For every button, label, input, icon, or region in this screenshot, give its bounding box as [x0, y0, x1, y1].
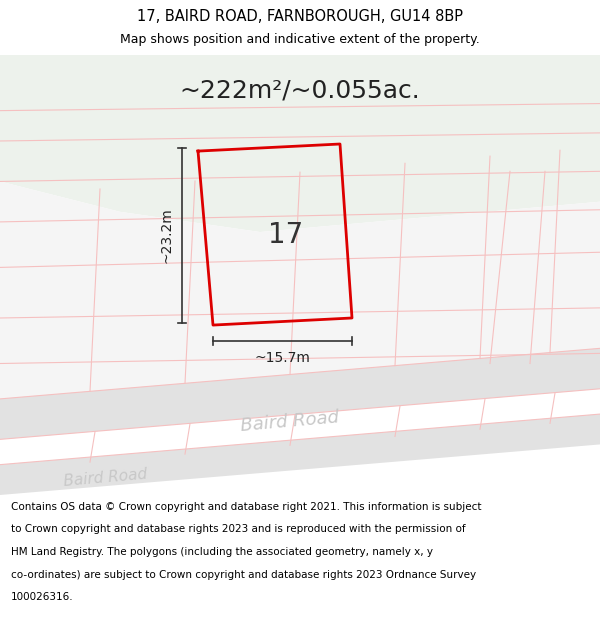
Text: Baird Road: Baird Road [240, 409, 340, 436]
Text: ~15.7m: ~15.7m [254, 351, 310, 366]
Polygon shape [0, 181, 600, 399]
Text: HM Land Registry. The polygons (including the associated geometry, namely x, y: HM Land Registry. The polygons (includin… [11, 547, 433, 557]
Text: ~222m²/~0.055ac.: ~222m²/~0.055ac. [179, 78, 421, 102]
Text: 17: 17 [268, 221, 304, 249]
Text: to Crown copyright and database rights 2023 and is reproduced with the permissio: to Crown copyright and database rights 2… [11, 524, 466, 534]
Text: 100026316.: 100026316. [11, 592, 73, 602]
Text: Contains OS data © Crown copyright and database right 2021. This information is : Contains OS data © Crown copyright and d… [11, 501, 481, 511]
Text: 17, BAIRD ROAD, FARNBOROUGH, GU14 8BP: 17, BAIRD ROAD, FARNBOROUGH, GU14 8BP [137, 9, 463, 24]
Text: Baird Road: Baird Road [62, 467, 148, 489]
Text: co-ordinates) are subject to Crown copyright and database rights 2023 Ordnance S: co-ordinates) are subject to Crown copyr… [11, 570, 476, 580]
Text: Map shows position and indicative extent of the property.: Map shows position and indicative extent… [120, 33, 480, 46]
Text: ~23.2m: ~23.2m [160, 208, 174, 263]
Polygon shape [0, 414, 600, 495]
Polygon shape [0, 55, 600, 232]
Polygon shape [0, 348, 600, 439]
